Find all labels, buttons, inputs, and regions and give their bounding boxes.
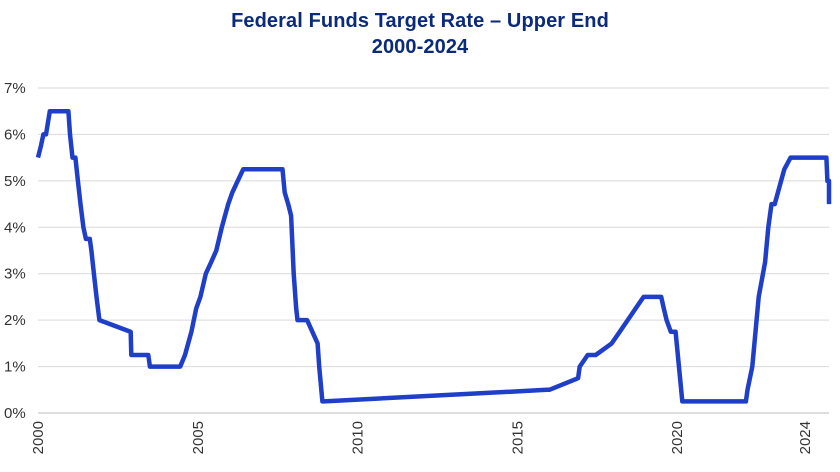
x-tick-label: 2000: [30, 421, 47, 454]
y-tick-label: 4%: [4, 219, 26, 236]
x-tick-label: 2024: [797, 421, 814, 454]
gridlines: [38, 87, 829, 414]
series-layer: [35, 108, 832, 404]
y-tick-label: 5%: [4, 173, 26, 190]
series-line-0: [35, 108, 832, 404]
y-axis-ticks: 0% 1% 2% 3% 4% 5% 6% 7%: [4, 80, 26, 422]
x-axis-ticks: 2000 2005 2010 2015 2020 2024: [30, 421, 814, 454]
x-tick-label: 2015: [509, 421, 526, 454]
y-tick-label: 1%: [4, 359, 26, 376]
y-tick-label: 6%: [4, 126, 26, 143]
y-tick-label: 0%: [4, 405, 26, 422]
y-tick-label: 2%: [4, 312, 26, 329]
y-tick-label: 7%: [4, 80, 26, 97]
x-tick-label: 2010: [350, 421, 367, 454]
x-tick-label: 2020: [669, 421, 686, 454]
chart-subtitle: 2000-2024: [371, 36, 469, 58]
y-tick-label: 3%: [4, 266, 26, 283]
x-tick-label: 2005: [190, 421, 207, 454]
chart-title: Federal Funds Target Rate – Upper End: [231, 10, 609, 32]
